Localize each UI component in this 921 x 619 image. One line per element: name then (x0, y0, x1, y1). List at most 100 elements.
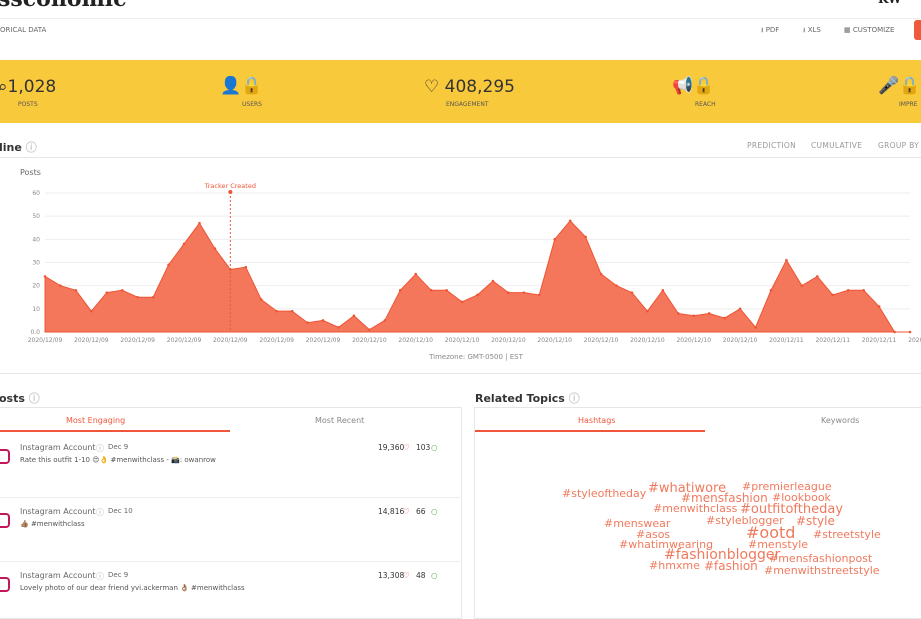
heart: ♡ (403, 443, 410, 452)
hashtag[interactable]: #asos (636, 528, 671, 541)
data-point (244, 265, 248, 269)
tab[interactable]: Keywords (821, 416, 860, 425)
timeline-chart: Posts 0.0 10 20 30 40 50 60 2020/12/09 2020/12/09… (20, 168, 921, 361)
tab-active[interactable]: Most Engaging (66, 416, 126, 425)
data-point (275, 309, 278, 313)
stat-label: IMPRE (899, 101, 918, 108)
hashtag[interactable]: #menswear (604, 517, 671, 530)
data-point (893, 330, 896, 334)
hashtag[interactable]: #premierleague (742, 480, 832, 493)
instagram-icon (0, 513, 10, 528)
hashtag[interactable]: #menwithclass (653, 502, 738, 515)
data-point (831, 293, 835, 297)
label: CUSTOMIZE (852, 26, 895, 34)
hashtag[interactable]: #menwithstreetstyle (764, 564, 880, 577)
hashtag[interactable]: #lookbook (772, 491, 831, 504)
tab[interactable]: Most Recent (315, 416, 365, 425)
hashtag[interactable]: #whatimwearing (619, 538, 714, 551)
title: line (0, 141, 22, 154)
hashtag[interactable]: #style (796, 514, 835, 528)
data-point (491, 279, 495, 283)
x-tick-label: 2020/12/10 (676, 337, 711, 344)
tab-active[interactable]: Hashtags (578, 416, 616, 425)
stat-icon: 👤🔒 (220, 76, 263, 96)
y-tick-label: 60 (32, 190, 40, 197)
data-point (553, 238, 557, 241)
data-point (707, 312, 711, 315)
data-point (738, 307, 742, 311)
hashtag[interactable]: #fashion (704, 559, 758, 573)
divider (0, 18, 921, 19)
area (44, 220, 910, 333)
data-point (398, 289, 402, 292)
data-point (151, 295, 155, 299)
y-tick-label: 30 (32, 260, 40, 267)
data-point (105, 291, 109, 294)
y-tick-label: 0.0 (30, 329, 40, 336)
x-tick-label: 2020/12/11 (815, 337, 850, 344)
y-tick-label: 20 (32, 283, 40, 290)
y-tick-label: 40 (32, 236, 40, 243)
xls-button[interactable]: ⭳ XLS (803, 26, 821, 34)
x-tick-label: 2020/12/10 (491, 337, 526, 344)
action-button[interactable] (914, 20, 921, 40)
data-point (290, 309, 294, 313)
data-point (120, 289, 124, 292)
tab[interactable]: GROUP BY (878, 141, 920, 150)
data-point (862, 289, 865, 292)
hashtag[interactable]: #ootd (746, 523, 796, 542)
chart-panel (0, 157, 921, 374)
x-tick-label: 2020/12/10 (352, 337, 387, 344)
customize-button[interactable]: ▦ CUSTOMIZE (844, 26, 895, 34)
stats-bar (0, 60, 921, 123)
date: Dec 10 (108, 507, 133, 515)
data-point (646, 309, 649, 313)
pdf-button[interactable]: ⭳ PDF (761, 26, 780, 34)
title: osts (0, 392, 25, 405)
hashtag[interactable]: #fashionblogger (664, 547, 781, 563)
hashtag[interactable]: #menstyle (748, 538, 809, 551)
info-icon: ⓘ (96, 572, 104, 581)
data-point (352, 314, 356, 318)
data-point (445, 289, 448, 292)
x-tick-label: 2020/12/10 (537, 337, 572, 344)
title: Related Topics (475, 392, 565, 405)
likes: 13,308 (378, 571, 405, 580)
tab[interactable]: PREDICTION (747, 141, 797, 150)
data-point (846, 289, 850, 292)
x-tick-label: 2020/12/09 (74, 337, 109, 344)
data-point (615, 284, 618, 287)
data-point (661, 289, 665, 292)
x-tick-label: 2020/12/09 (167, 337, 202, 344)
post-text: Rate this outfit 1-10 😍👌 #menwithclass -… (20, 456, 216, 464)
data-point (321, 319, 325, 322)
hashtag[interactable]: #streetstyle (813, 528, 881, 541)
stat-label: ENGAGEMENT (446, 101, 489, 108)
stat-label: USERS (242, 101, 262, 108)
hashtag[interactable]: #styleoftheday (562, 487, 647, 500)
header-right[interactable]: KW (878, 0, 901, 6)
y-axis-title: Posts (20, 168, 41, 177)
annotation: Tracker Created (204, 182, 256, 190)
date: Dec 9 (108, 443, 129, 451)
data-point (908, 330, 912, 334)
hashtag[interactable]: #hmxme (649, 559, 700, 572)
data-point (785, 258, 788, 262)
section-title: line ⓘ (0, 141, 37, 154)
hashtag[interactable]: #outfitoftheday (740, 502, 844, 517)
stat-label: REACH (695, 101, 716, 108)
account: Instagram Account (20, 507, 96, 516)
hashtag[interactable]: #styleblogger (706, 514, 784, 527)
x-tick-label: 2020/12/09 (259, 337, 294, 344)
data-point (630, 291, 634, 294)
hashtag[interactable]: #mensfashion (681, 491, 768, 505)
tab[interactable]: CUMULATIVE (811, 141, 863, 150)
hashtag[interactable]: #whatiwore (648, 481, 727, 496)
comment-icon: ○ (431, 443, 438, 452)
x-tick-label: 2020/12/09 (28, 337, 63, 344)
instagram-icon (0, 577, 10, 592)
heart: ♡ (403, 571, 410, 580)
hashtag[interactable]: #mensfashionpost (769, 552, 873, 565)
stat-value: 1,028 (7, 77, 57, 97)
